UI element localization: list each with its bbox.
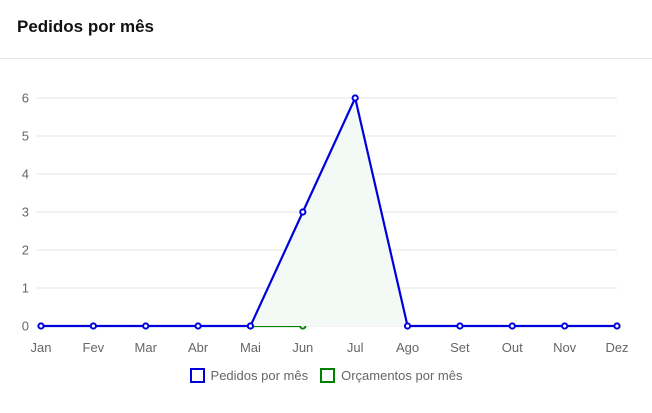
data-point[interactable] (37, 322, 45, 330)
data-point[interactable] (351, 94, 359, 102)
data-point[interactable] (561, 322, 569, 330)
legend-label: Orçamentos por mês (341, 368, 463, 383)
y-tick-label: 6 (22, 91, 29, 106)
x-tick-label: Nov (553, 340, 577, 355)
line-chart: 0 1 2 3 4 5 6 Jan Fev Mar Abr Mai Jun Jul Ago Set Out No… (22, 91, 629, 356)
legend-item[interactable]: Orçamentos por mês (320, 368, 462, 383)
series-area-fill (41, 98, 617, 326)
series-line (41, 96, 617, 328)
x-tick-label: Jun (292, 340, 313, 355)
x-tick-label: Fev (83, 340, 105, 355)
data-point[interactable] (508, 322, 516, 330)
y-tick-label: 0 (22, 319, 29, 334)
y-tick-label: 4 (22, 167, 29, 182)
x-tick-label: Jan (31, 340, 52, 355)
data-point[interactable] (299, 208, 307, 216)
x-tick-label: Mar (135, 340, 158, 355)
legend-swatch (189, 368, 205, 383)
x-axis-labels: Jan Fev Mar Abr Mai Jun Jul Ago Set Out Nov Dez (31, 340, 629, 355)
x-tick-label: Set (450, 340, 470, 355)
data-point[interactable] (194, 322, 202, 330)
data-point[interactable] (142, 322, 150, 330)
legend-swatch (320, 368, 336, 383)
x-tick-label: Mai (240, 340, 261, 355)
legend-item[interactable]: Pedidos por mês (189, 368, 309, 383)
y-axis-labels: 0 1 2 3 4 5 6 (22, 91, 29, 334)
data-point[interactable] (403, 322, 412, 330)
x-tick-label: Ago (396, 340, 419, 355)
x-tick-label: Abr (188, 340, 209, 355)
legend-label: Pedidos por mês (210, 368, 309, 383)
data-point[interactable] (456, 322, 464, 330)
data-point[interactable] (246, 322, 255, 330)
y-tick-label: 2 (22, 243, 29, 258)
y-tick-label: 3 (22, 205, 29, 220)
data-point[interactable] (613, 322, 621, 330)
x-tick-label: Jul (347, 340, 364, 355)
chart-title: Pedidos por mês (17, 17, 154, 36)
series-layer (37, 94, 621, 330)
chart-legend: Pedidos por mês Orçamentos por mês (0, 368, 652, 383)
x-tick-label: Out (502, 340, 523, 355)
y-tick-label: 1 (22, 281, 29, 296)
y-tick-label: 5 (22, 129, 29, 144)
card-header: Pedidos por mês (0, 0, 652, 59)
data-point[interactable] (89, 322, 97, 330)
x-tick-label: Dez (605, 340, 628, 355)
